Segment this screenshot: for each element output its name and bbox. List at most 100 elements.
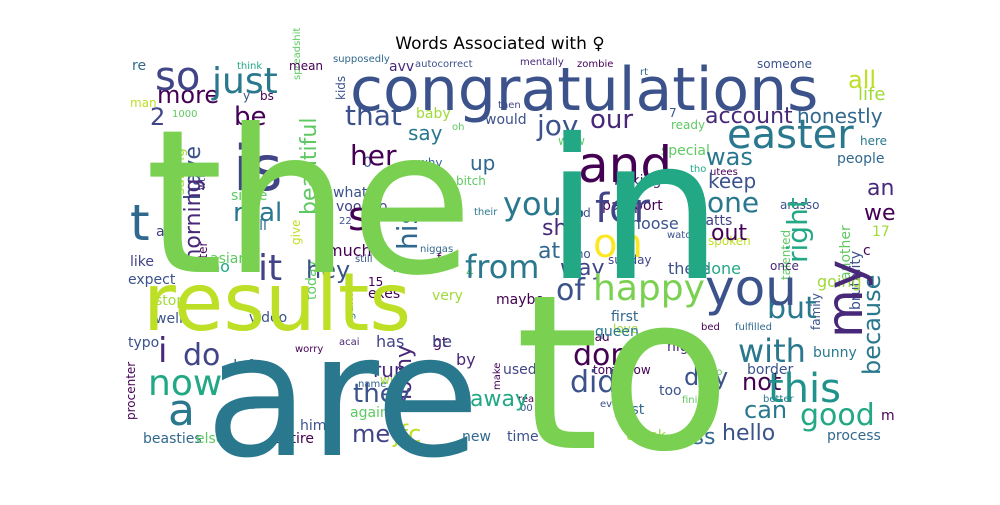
word-9: this — [768, 366, 841, 412]
word-59: not — [742, 368, 781, 396]
word-51: morning — [181, 178, 206, 270]
word-169: make — [492, 363, 503, 390]
word-45: one — [707, 186, 759, 219]
word-61: away — [470, 387, 528, 412]
word-122: sunday — [608, 253, 652, 267]
word-195: oh — [452, 122, 464, 133]
word-52: real — [233, 198, 282, 228]
word-113: used — [503, 362, 537, 378]
word-42: his — [391, 210, 424, 250]
word-177: again — [350, 405, 389, 421]
word-105: maybe — [496, 292, 544, 308]
word-43: she — [542, 216, 581, 241]
word-126: find — [568, 206, 591, 220]
word-103: he — [432, 332, 452, 351]
word-46: right — [781, 197, 814, 263]
word-100: as — [156, 224, 172, 240]
word-69: up — [470, 151, 495, 175]
word-62: day — [684, 363, 728, 391]
word-58: can — [744, 396, 787, 424]
word-101: expect — [128, 272, 176, 288]
word-54: hey — [306, 256, 350, 284]
word-144: kids — [334, 76, 348, 100]
word-5: congratulations — [350, 55, 818, 125]
word-154: salting — [172, 148, 188, 195]
word-117: post — [614, 402, 645, 418]
word-66: run — [373, 358, 407, 382]
word-76: process — [827, 428, 881, 444]
word-102: has — [376, 332, 404, 351]
word-137: re — [132, 58, 146, 74]
word-141: zombie — [577, 59, 613, 70]
word-186: utees — [710, 167, 738, 178]
word-27: do — [183, 338, 220, 373]
word-48: but — [767, 291, 817, 326]
word-164: polo — [701, 367, 722, 378]
word-28: did — [570, 365, 616, 400]
word-95: much — [327, 241, 372, 260]
word-184: 7 — [669, 106, 677, 120]
word-150: go — [569, 206, 584, 220]
word-188: their — [474, 207, 498, 218]
chart-title: Words Associated with ♀ — [395, 34, 605, 54]
word-176: ll — [248, 398, 255, 412]
word-24: good — [800, 398, 875, 433]
word-75: bunny — [813, 345, 857, 361]
word-121: going — [817, 272, 862, 291]
word-81: time — [507, 429, 539, 445]
word-108: today — [304, 260, 320, 300]
word-57: way — [560, 256, 605, 281]
word-31: t — [130, 194, 150, 252]
word-93: no — [210, 257, 230, 276]
word-41: her — [350, 139, 397, 172]
word-56: at — [538, 239, 560, 264]
word-7: and — [578, 136, 672, 194]
word-152: niggas — [420, 244, 453, 255]
word-64: ass — [679, 425, 715, 450]
word-96: what — [333, 185, 368, 201]
word-44: was — [706, 143, 753, 171]
word-8: you — [705, 259, 797, 317]
word-133: ready — [671, 118, 705, 132]
word-98: since — [231, 188, 267, 204]
word-118: border — [747, 362, 793, 378]
word-163: bed — [701, 322, 720, 333]
word-178: else — [196, 431, 224, 447]
word-148: why — [418, 156, 443, 170]
word-10: easter — [727, 112, 854, 158]
word-159: once — [770, 259, 799, 273]
word-50: have — [181, 146, 206, 200]
word-129: 17 — [872, 224, 890, 240]
word-139: supposedly — [333, 54, 390, 65]
word-135: someone — [757, 57, 812, 71]
word-87: typo — [128, 335, 159, 351]
word-132: baking — [614, 173, 661, 189]
word-90: well — [155, 311, 183, 327]
word-13: on — [593, 221, 643, 267]
word-79: by — [456, 350, 476, 369]
word-136: mean — [289, 59, 323, 73]
word-60: they — [353, 379, 411, 409]
word-165: finish — [682, 395, 709, 406]
word-155: after — [196, 242, 210, 270]
word-91: stop — [155, 293, 185, 309]
word-25: all — [848, 66, 876, 94]
word-111: night — [667, 339, 704, 355]
word-116: too — [659, 383, 682, 399]
word-182: rt — [640, 67, 648, 78]
word-156: still — [355, 254, 372, 265]
word-192: 22 — [339, 216, 352, 227]
word-194: 4 — [466, 265, 474, 279]
word-37: our — [590, 105, 633, 135]
word-104: very — [432, 288, 463, 304]
word-99: tell — [245, 218, 267, 234]
word-16: happy — [593, 268, 705, 309]
word-160: brutality — [848, 251, 864, 310]
word-26: i — [158, 331, 167, 371]
word-123: choose — [622, 214, 679, 233]
word-71: an — [867, 176, 894, 201]
word-153: give — [289, 220, 303, 245]
word-15: just — [211, 61, 278, 102]
word-131: would — [485, 112, 527, 128]
